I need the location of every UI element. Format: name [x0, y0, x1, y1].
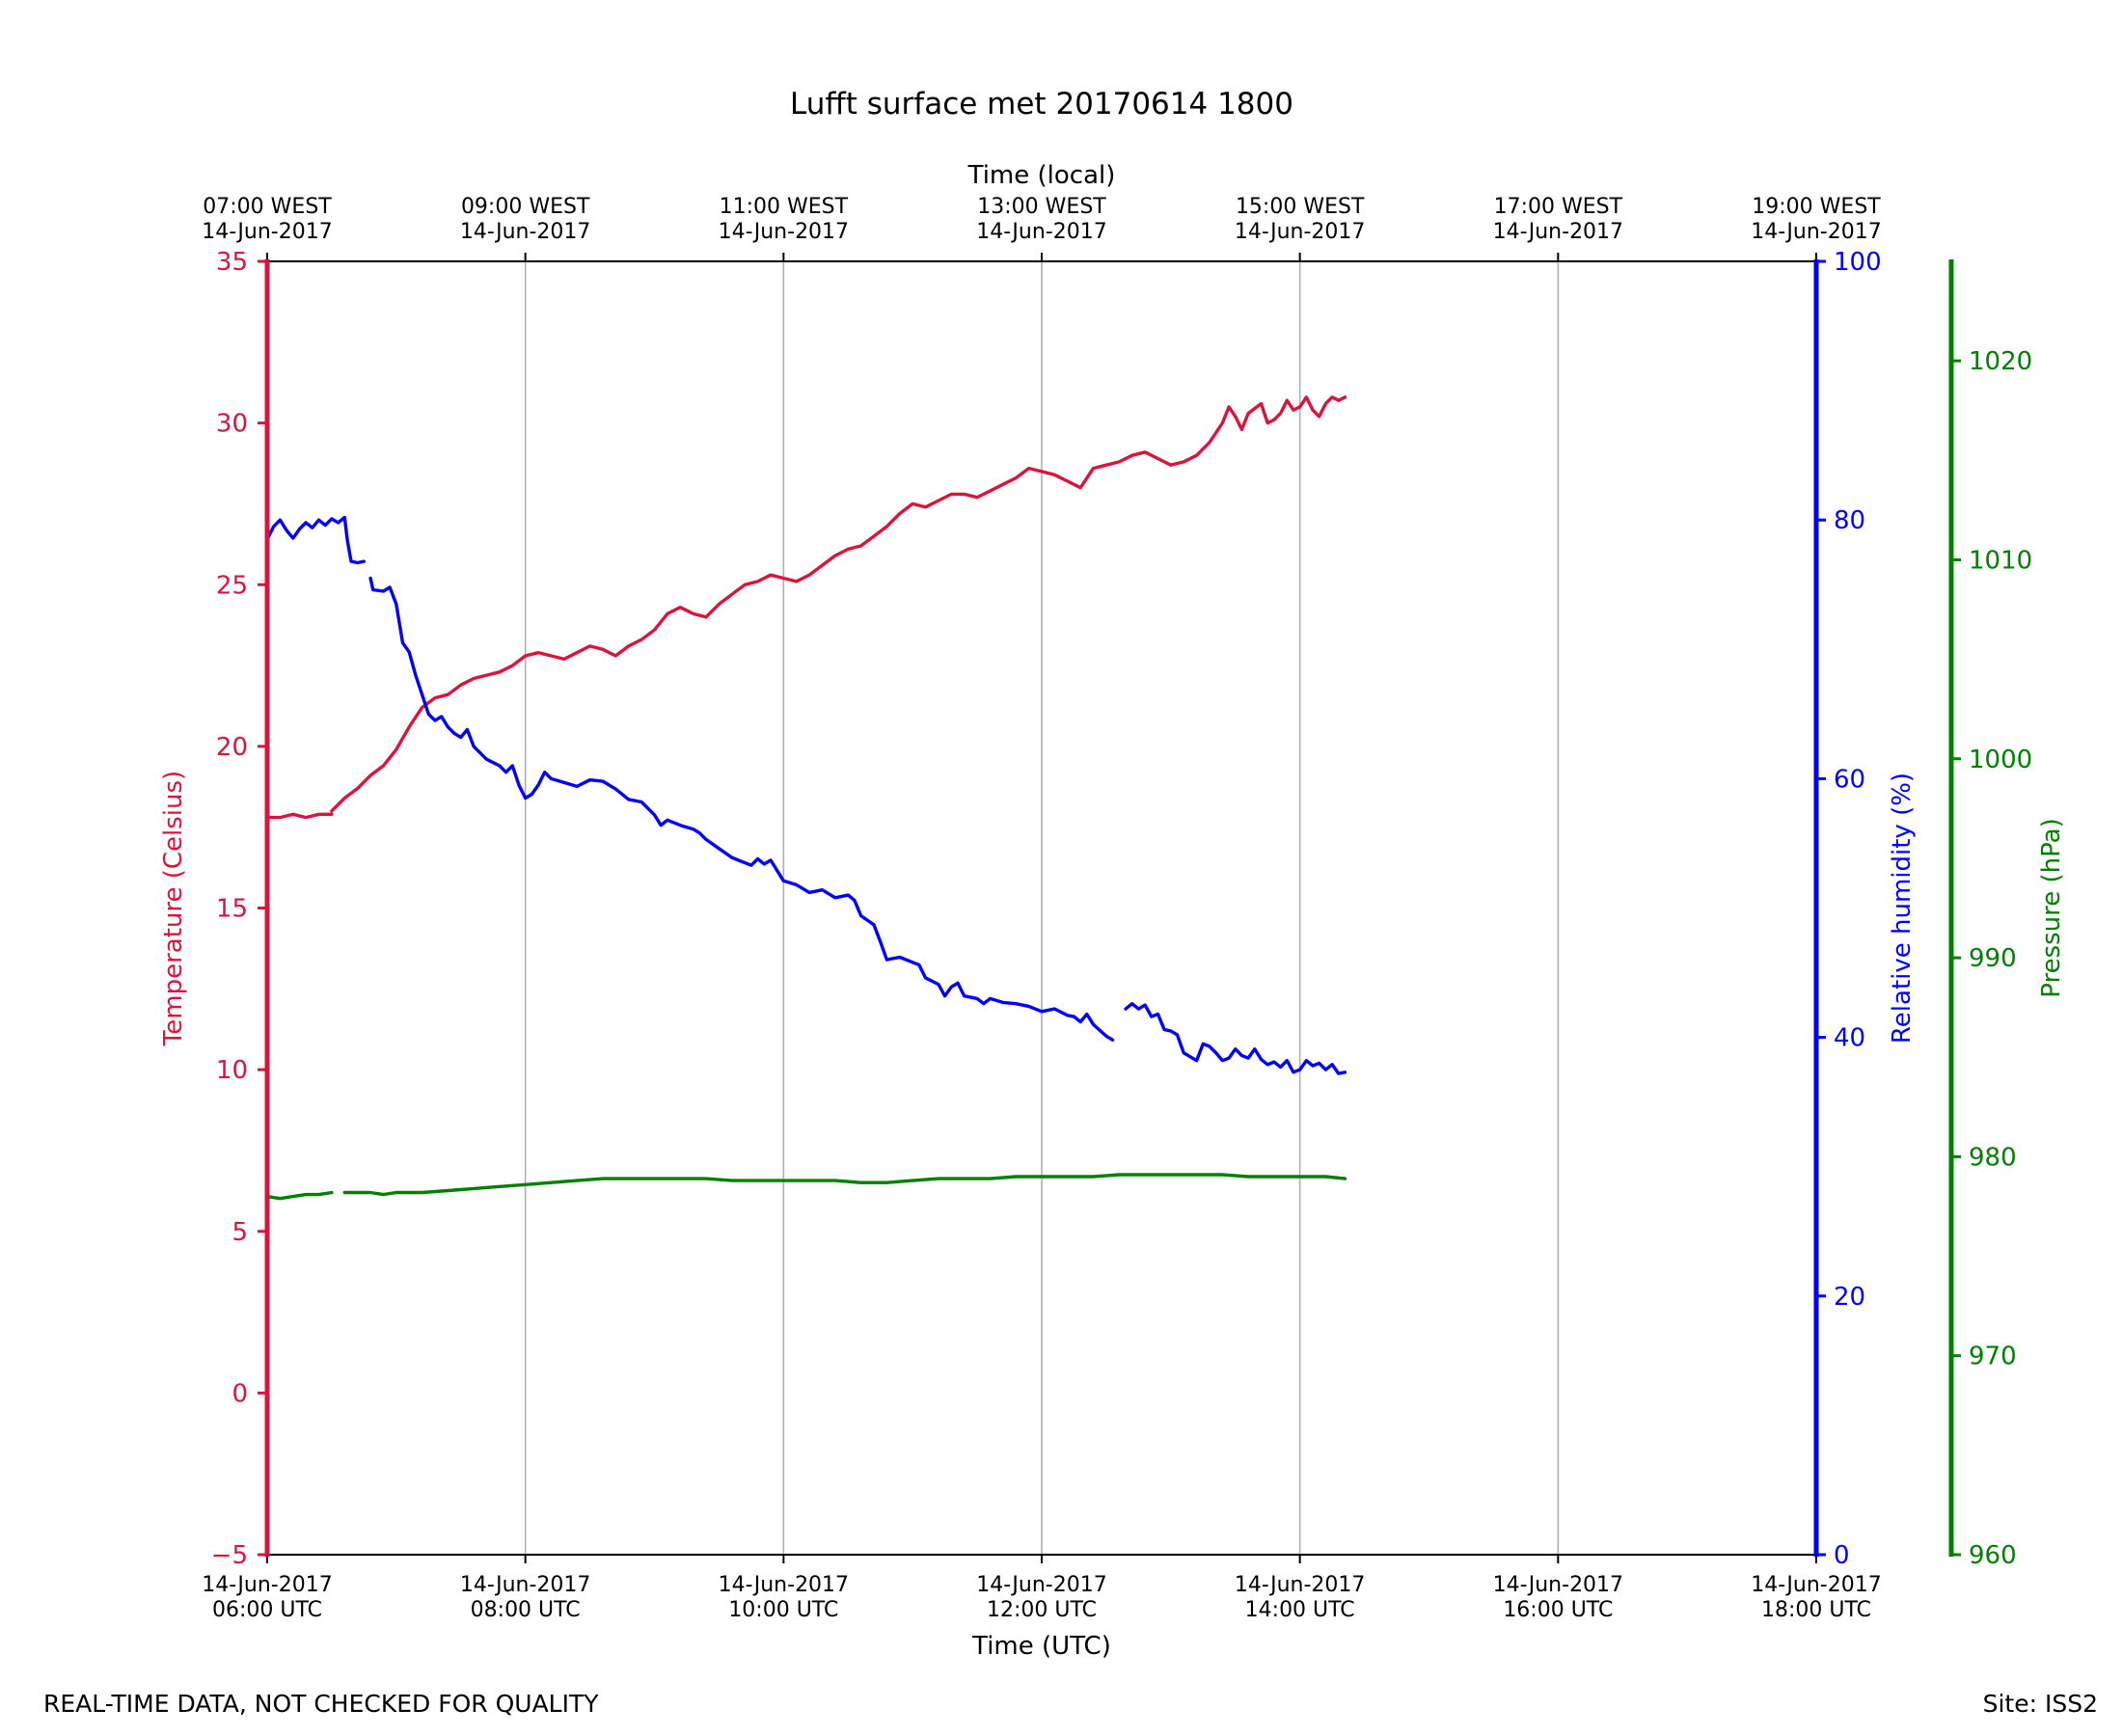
x-bottom-tick-time: 14:00 UTC	[1245, 1598, 1355, 1622]
rh-tick-label: 100	[1834, 248, 1882, 277]
temp-tick-label: 30	[216, 410, 248, 439]
x-top-tick-date: 14-Jun-2017	[460, 220, 590, 244]
x-top-tick-date: 14-Jun-2017	[1493, 220, 1623, 244]
pres-tick-label: 1020	[1969, 347, 2032, 376]
series-line-rh-segment-1	[368, 576, 1115, 1042]
x-bottom-tick-time: 18:00 UTC	[1761, 1598, 1871, 1622]
series-layer	[265, 395, 1347, 1201]
x-bottom-tick-date: 14-Jun-2017	[1493, 1573, 1623, 1597]
x-bottom-tick-time: 08:00 UTC	[471, 1598, 581, 1622]
x-top-tick-time: 19:00 WEST	[1752, 195, 1881, 219]
series-line-rh-segment-2	[1124, 1002, 1347, 1075]
x-bottom-tick-date: 14-Jun-2017	[719, 1573, 849, 1597]
x-bottom-tick-time: 12:00 UTC	[987, 1598, 1097, 1622]
series-line-temp-segment-0	[265, 812, 334, 820]
x-top-tick-time: 09:00 WEST	[461, 195, 590, 219]
x-top-axis-title: Time (local)	[967, 161, 1116, 190]
temp-tick-label: 35	[216, 248, 248, 277]
x-top-tick-time: 15:00 WEST	[1236, 195, 1365, 219]
rh-tick-label: 20	[1834, 1283, 1865, 1312]
y-axes: −5 0 5 10 15 20 25 30 35 Temperature (Celsius) 0 20…	[159, 248, 2066, 1570]
x-top-tick-time: 13:00 WEST	[977, 195, 1106, 219]
pres-axis-title: Pressure (hPa)	[2037, 818, 2066, 998]
x-top-tick-time: 17:00 WEST	[1494, 195, 1623, 219]
temp-tick-label: 15	[216, 895, 248, 924]
temp-axis-title: Temperature (Celsius)	[159, 771, 188, 1046]
pres-tick-label: 990	[1969, 944, 2017, 973]
series-line-temp-segment-1	[330, 395, 1347, 813]
footer-quality-note: REAL-TIME DATA, NOT CHECKED FOR QUALITY	[43, 1690, 599, 1718]
series-line-pres-segment-0	[265, 1190, 334, 1201]
x-top-tick-date: 14-Jun-2017	[202, 220, 332, 244]
rh-tick-label: 80	[1834, 506, 1865, 535]
x-bottom-tick-date: 14-Jun-2017	[202, 1573, 332, 1597]
x-top-tick-date: 14-Jun-2017	[976, 220, 1106, 244]
x-bottom-tick-date: 14-Jun-2017	[1235, 1573, 1365, 1597]
x-bottom-tick-time: 16:00 UTC	[1503, 1598, 1613, 1622]
chart-title: Lufft surface met 20170614 1800	[790, 87, 1293, 122]
rh-tick-label: 0	[1834, 1541, 1850, 1570]
pres-tick-label: 960	[1969, 1541, 2017, 1570]
series-line-rh-segment-0	[265, 515, 367, 565]
pres-tick-label: 1010	[1969, 546, 2032, 575]
pres-tick-label: 980	[1969, 1143, 2017, 1172]
temp-tick-label: −5	[211, 1541, 248, 1570]
temp-tick-label: 10	[216, 1056, 248, 1085]
x-bottom-tick-time: 10:00 UTC	[728, 1598, 838, 1622]
x-bottom-tick-time: 06:00 UTC	[212, 1598, 322, 1622]
temp-tick-label: 0	[231, 1379, 248, 1408]
x-bottom-tick-date: 14-Jun-2017	[1751, 1573, 1881, 1597]
x-top-tick-date: 14-Jun-2017	[1235, 220, 1365, 244]
footer-site: Site: ISS2	[1983, 1690, 2098, 1718]
x-bottom-tick-date: 14-Jun-2017	[460, 1573, 590, 1597]
series-line-pres-segment-1	[342, 1173, 1347, 1197]
rh-tick-label: 60	[1834, 765, 1865, 794]
grid-lines	[524, 261, 1560, 1555]
temp-tick-label: 5	[231, 1218, 248, 1247]
x-top-tick-time: 11:00 WEST	[720, 195, 849, 219]
pres-tick-label: 970	[1969, 1343, 2017, 1371]
rh-tick-label: 40	[1834, 1024, 1865, 1053]
x-bottom-axis-title: Time (UTC)	[971, 1632, 1111, 1661]
x-top-tick-time: 07:00 WEST	[203, 195, 332, 219]
pres-tick-label: 1000	[1969, 746, 2032, 774]
rh-axis-title: Relative humidity (%)	[1888, 773, 1917, 1044]
temp-tick-label: 20	[216, 733, 248, 762]
x-bottom-tick-date: 14-Jun-2017	[976, 1573, 1106, 1597]
x-top-tick-date: 14-Jun-2017	[719, 220, 849, 244]
temp-tick-label: 25	[216, 571, 248, 600]
x-top-tick-date: 14-Jun-2017	[1751, 220, 1881, 244]
